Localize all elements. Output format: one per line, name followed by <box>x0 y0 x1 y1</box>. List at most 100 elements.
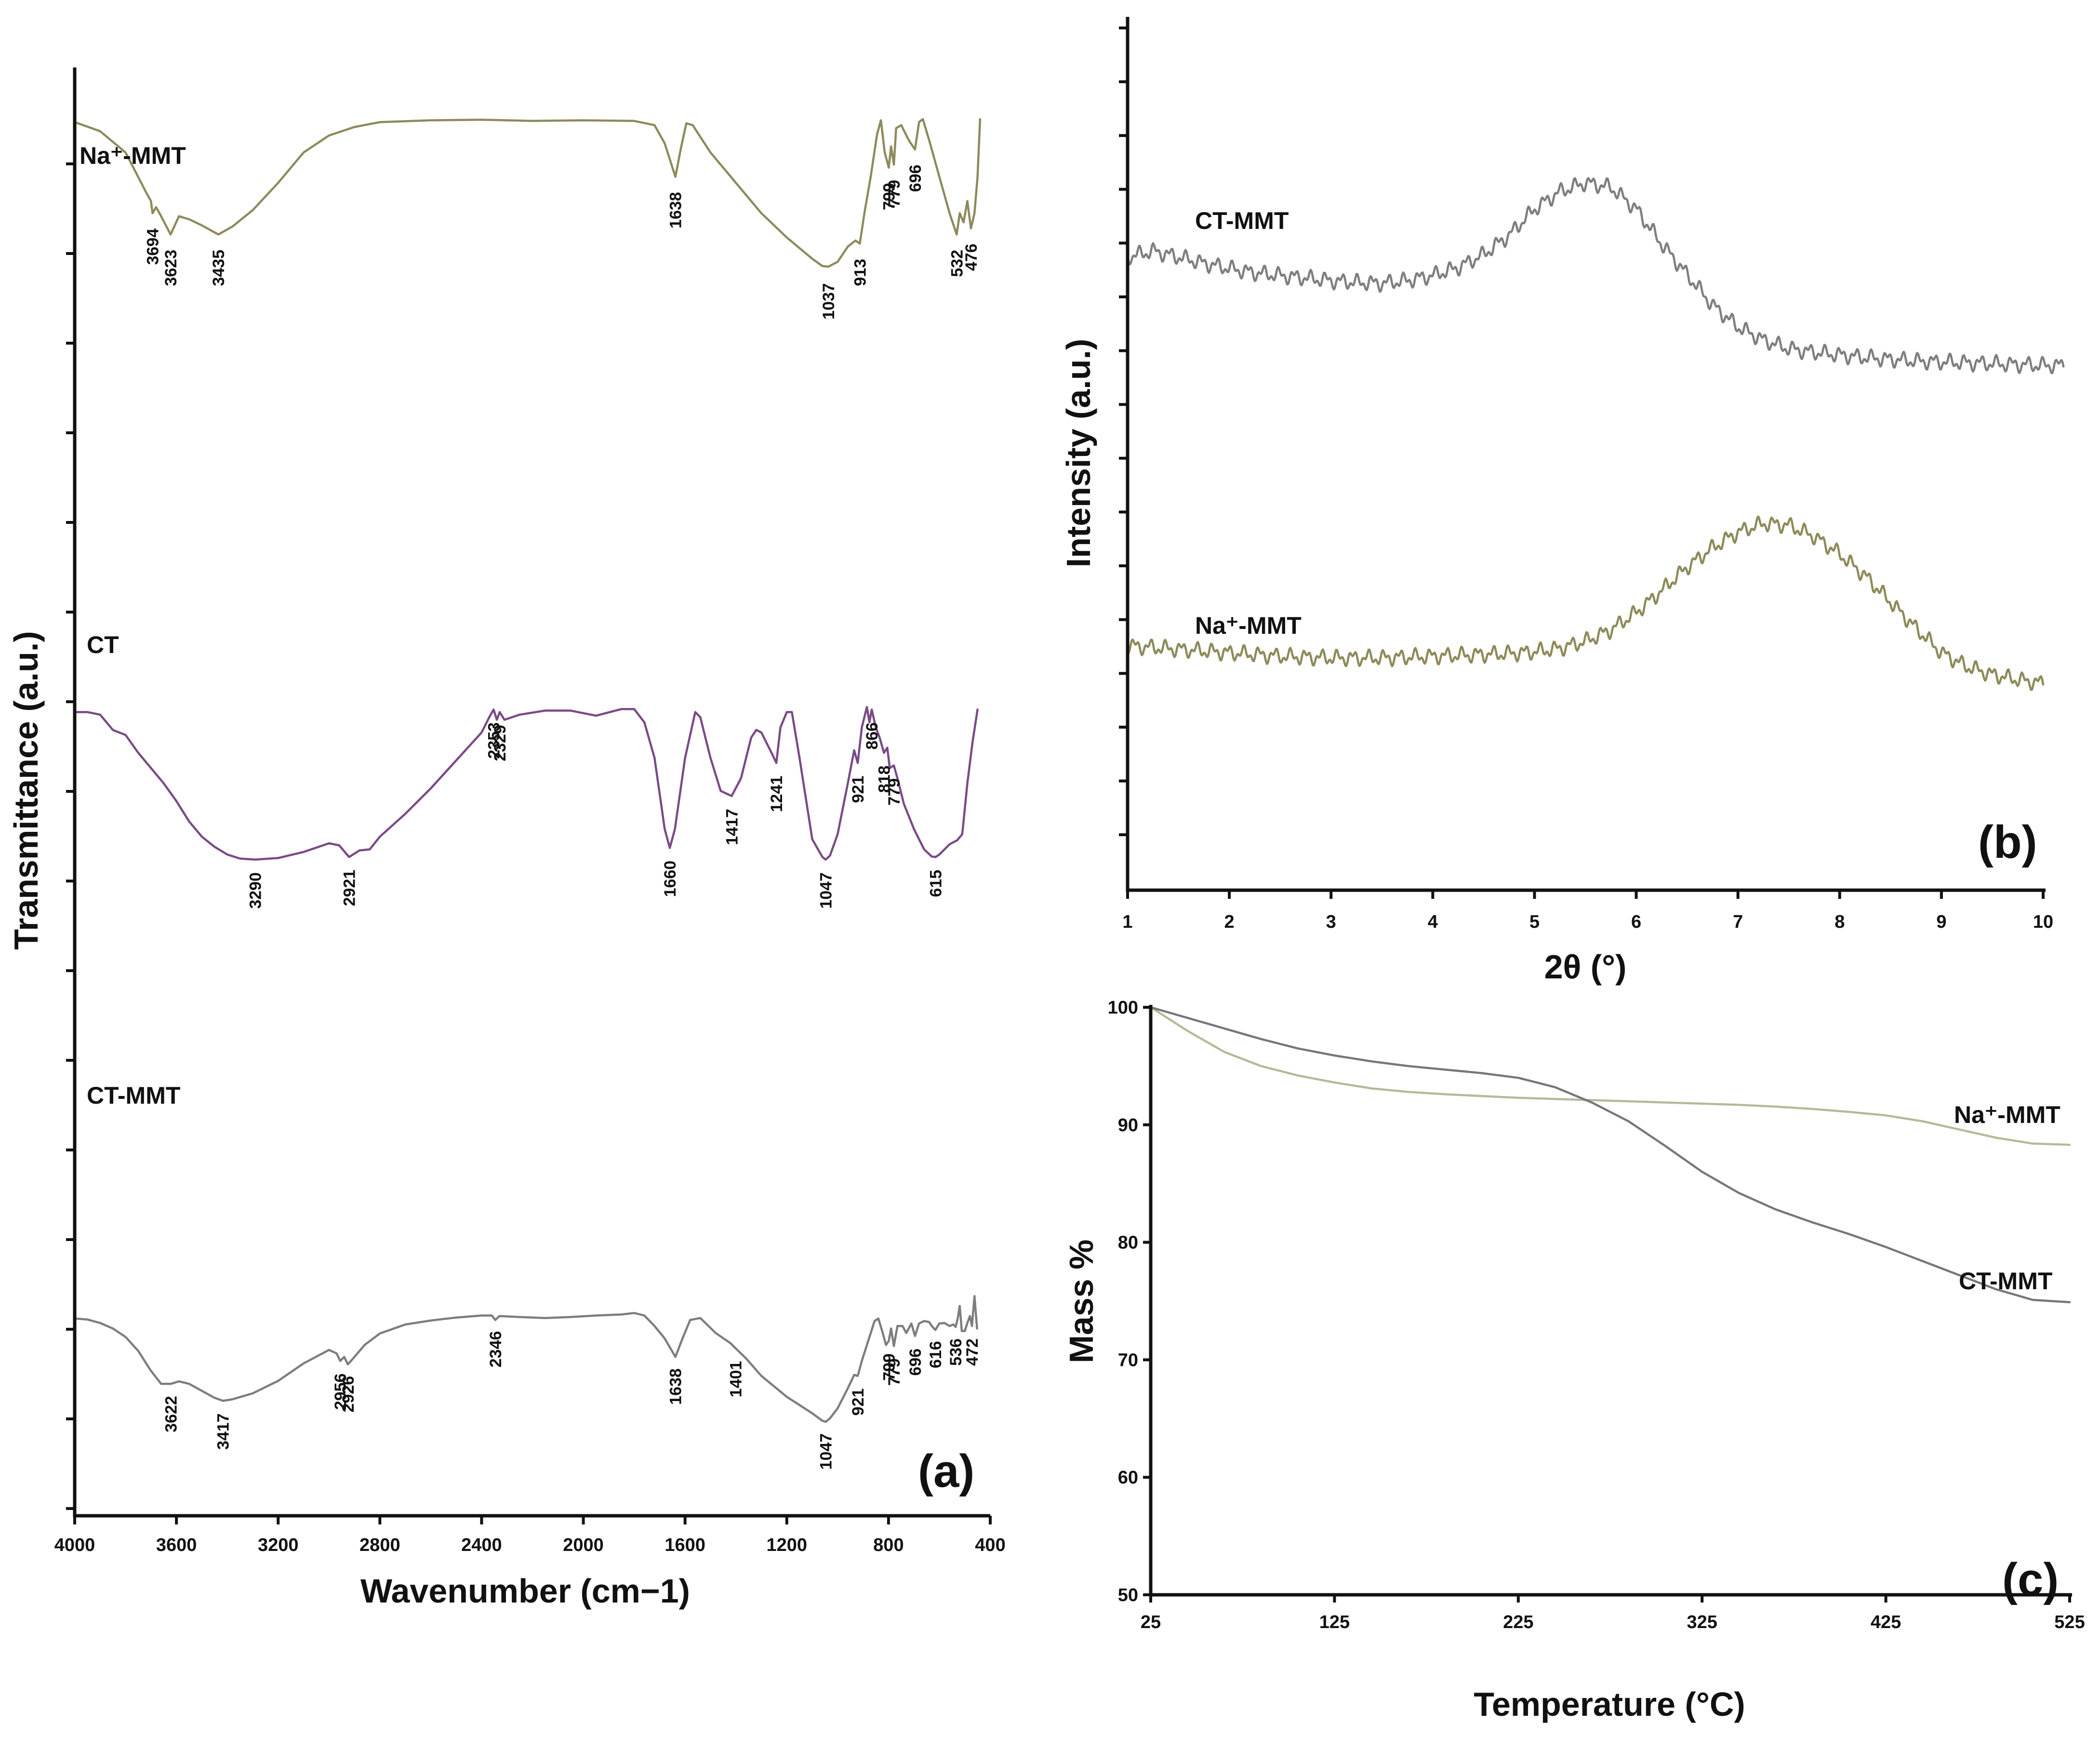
ftir-peak-label: 615 <box>927 870 945 897</box>
ftir-peak-label: 799 <box>880 1353 898 1381</box>
tga-y-tick-label: 70 <box>1118 1350 1138 1370</box>
ftir-peak-label: 696 <box>906 165 925 192</box>
xrd-x-tick-label: 4 <box>1428 912 1438 932</box>
ftir-peak-label: 1417 <box>723 809 741 845</box>
ftir-peak-label: 799 <box>880 183 898 210</box>
ftir-peak-label: 866 <box>863 722 881 750</box>
ftir-peak-label: 1047 <box>817 1433 836 1470</box>
ftir-peak-label: 2956 <box>332 1374 350 1410</box>
xrd-x-axis-title: 2θ (°) <box>1544 948 1627 986</box>
tga-y-tick-label: 100 <box>1108 998 1138 1018</box>
ftir-peak-label: 616 <box>927 1341 945 1368</box>
ftir-peak-label: 3435 <box>210 250 228 286</box>
xrd-x-tick-label: 2 <box>1224 912 1235 932</box>
ftir-panel-label: (a) <box>918 1445 974 1497</box>
ftir-peak-label: 476 <box>962 243 981 271</box>
xrd-panel: 1 2 3 4 5 6 7 8 9 10 2θ (°) Intensity (a.u.) CT-M… <box>1060 17 2065 986</box>
ftir-peak-label: 818 <box>875 765 893 793</box>
ftir-x-tick-label: 4000 <box>54 1535 95 1555</box>
xrd-pattern-xrd_ct_mmt <box>1126 177 2065 374</box>
ftir-peak-label: 2329 <box>491 725 509 761</box>
xrd-y-axis-title: Intensity (a.u.) <box>1060 339 1097 567</box>
ftir-peak-label: 472 <box>963 1338 982 1366</box>
ftir-x-tick-label: 2000 <box>563 1535 604 1555</box>
ftir-peak-label: 779 <box>885 180 904 207</box>
tga-x-tick-label: 525 <box>2054 1612 2085 1632</box>
ftir-peak-label: 1037 <box>820 283 838 320</box>
tga-curve-tga_ct_mmt <box>1149 1006 2071 1304</box>
tga-x-tick-label: 225 <box>1503 1612 1533 1632</box>
ftir-peak-label: 696 <box>906 1349 925 1376</box>
xrd-x-tick-label: 7 <box>1733 912 1743 932</box>
ftir-peak-label: 1638 <box>667 192 685 228</box>
ftir-peak-label: 913 <box>851 259 869 286</box>
xrd-label-ct-mmt: CT-MMT <box>1195 207 1289 234</box>
xrd-x-tick-label: 1 <box>1122 912 1132 932</box>
tga-curve-tga_na_mmt <box>1149 1006 2071 1146</box>
ftir-spectrum-ct_mmt_ftir <box>73 1295 978 1423</box>
tga-x-tick-label: 425 <box>1871 1612 1901 1632</box>
ftir-y-axis-title: Transmittance (a.u.) <box>7 631 45 949</box>
ftir-label-ct-mmt: CT-MMT <box>87 1082 180 1109</box>
ftir-x-tick-label: 400 <box>975 1535 1005 1555</box>
ftir-x-axis-title: Wavenumber (cm−1) <box>360 1572 690 1610</box>
ftir-peak-label: 779 <box>885 1359 904 1386</box>
tga-panel: 25 125 225 325 425 525 50 60 70 80 90 100 Temperat… <box>1063 998 2085 1723</box>
xrd-patterns <box>1126 177 2065 691</box>
xrd-x-tick-label: 6 <box>1631 912 1641 932</box>
ftir-peak-label: 1241 <box>768 775 786 812</box>
xrd-label-na-mmt: Na⁺-MMT <box>1195 612 1302 639</box>
xrd-x-tick-label: 8 <box>1834 912 1845 932</box>
tga-y-axis-title: Mass % <box>1063 1240 1100 1363</box>
xrd-x-tick-label: 5 <box>1529 912 1540 932</box>
xrd-x-tick-label: 3 <box>1326 912 1336 932</box>
ftir-x-tick-label: 1200 <box>767 1535 808 1555</box>
ftir-label-ct: CT <box>87 631 119 658</box>
ftir-x-tick-label: 2800 <box>359 1535 400 1555</box>
ftir-x-tick-label: 800 <box>873 1535 904 1555</box>
xrd-x-tick-label: 10 <box>2033 912 2053 932</box>
ftir-peak-label: 1660 <box>661 861 679 897</box>
ftir-peak-label: 3290 <box>247 872 265 909</box>
ftir-x-tick-label: 3600 <box>156 1535 197 1555</box>
tga-y-tick-label: 60 <box>1118 1468 1138 1488</box>
ftir-peak-label: 2921 <box>341 870 359 907</box>
ftir-spectrum-na_mmt_ftir <box>73 118 982 268</box>
ftir-peak-label: 532 <box>948 250 966 277</box>
tga-y-tick-label: 50 <box>1118 1585 1138 1605</box>
ftir-x-tick-label: 3200 <box>258 1535 299 1555</box>
ftir-peak-label: 536 <box>947 1338 965 1366</box>
tga-y-tick-label: 80 <box>1118 1233 1138 1253</box>
ftir-peak-label: 1401 <box>727 1361 745 1398</box>
ftir-x-tick-labels: 4000 3600 3200 2800 2400 2000 1600 1200 800 400 <box>54 1535 1006 1555</box>
ftir-peak-label: 2346 <box>487 1331 505 1368</box>
ftir-peak-label: 2926 <box>339 1376 358 1413</box>
tga-x-tick-label: 25 <box>1141 1612 1161 1632</box>
xrd-panel-label: (b) <box>1978 816 2037 868</box>
ftir-label-na-mmt: Na⁺-MMT <box>80 142 186 169</box>
xrd-x-tick-label: 9 <box>1936 912 1946 932</box>
tga-x-axis-title: Temperature (°C) <box>1474 1685 1745 1723</box>
ftir-spectra <box>73 118 982 1423</box>
tga-x-tick-label: 325 <box>1687 1612 1717 1632</box>
ftir-peak-label: 2353 <box>485 722 503 759</box>
tga-label-ct-mmt: CT-MMT <box>1959 1268 2052 1295</box>
tga-y-tick-labels: 50 60 70 80 90 100 <box>1108 998 1138 1605</box>
xrd-pattern-xrd_na_mmt <box>1126 515 2045 691</box>
tga-curves <box>1149 1006 2071 1304</box>
tga-panel-label: (c) <box>2002 1554 2059 1605</box>
ftir-peak-label: 3622 <box>162 1396 181 1432</box>
ftir-peak-label: 921 <box>849 775 867 803</box>
ftir-x-tick-label: 2400 <box>461 1535 502 1555</box>
ftir-peak-label: 1638 <box>667 1368 685 1405</box>
tga-y-tick-label: 90 <box>1118 1115 1138 1135</box>
ftir-spectrum-ct_ftir <box>73 706 979 861</box>
ftir-peak-label: 3623 <box>162 250 180 286</box>
xrd-x-tick-labels: 1 2 3 4 5 6 7 8 9 10 <box>1122 912 2053 932</box>
ftir-peak-label: 779 <box>885 778 904 806</box>
ftir-peak-label: 1047 <box>817 872 836 909</box>
ftir-x-tick-label: 1600 <box>665 1535 705 1555</box>
tga-label-na-mmt: Na⁺-MMT <box>1954 1101 2060 1128</box>
